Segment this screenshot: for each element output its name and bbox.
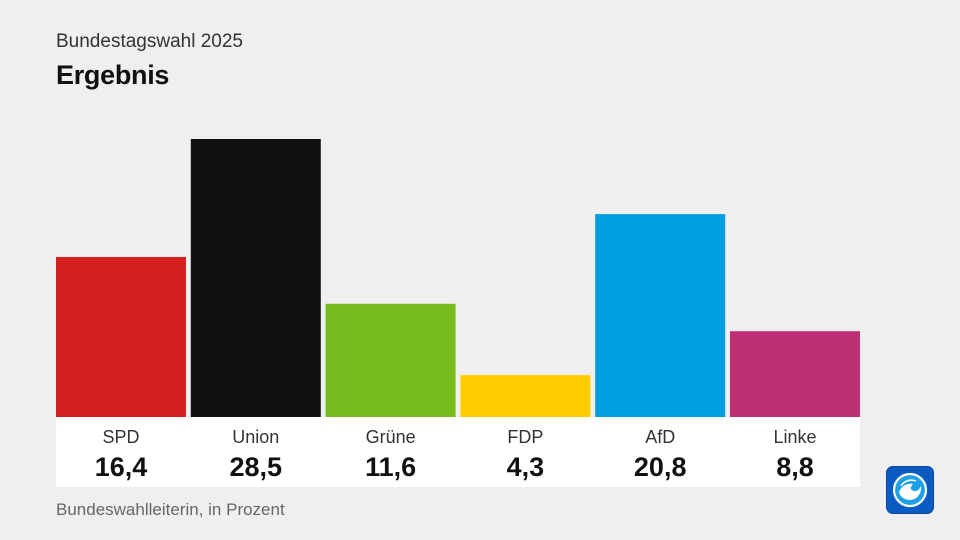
category-label: AfD <box>645 427 675 447</box>
value-label: 11,6 <box>365 452 416 482</box>
category-label: SPD <box>102 427 139 447</box>
value-label: 8,8 <box>776 452 814 482</box>
bar-union <box>190 139 321 417</box>
bar-spd <box>56 257 186 417</box>
value-label: 28,5 <box>230 452 283 482</box>
value-label: 16,4 <box>95 452 148 482</box>
chart-subtitle: Bundestagswahl 2025 <box>56 31 243 52</box>
label-panel <box>56 417 860 487</box>
source-note: Bundeswahlleiterin, in Prozent <box>56 500 285 519</box>
category-label: Linke <box>773 427 816 447</box>
bar-linke <box>730 331 860 417</box>
value-label: 20,8 <box>634 452 687 482</box>
tagesschau-globe-icon <box>886 466 934 514</box>
category-label: FDP <box>507 427 543 447</box>
chart-title: Ergebnis <box>56 60 170 90</box>
value-label: 4,3 <box>507 452 545 482</box>
bar-fdp <box>460 375 591 417</box>
bar-grüne <box>325 303 456 417</box>
category-label: Grüne <box>366 427 416 447</box>
category-label: Union <box>232 427 279 447</box>
bar-afd <box>595 214 726 417</box>
